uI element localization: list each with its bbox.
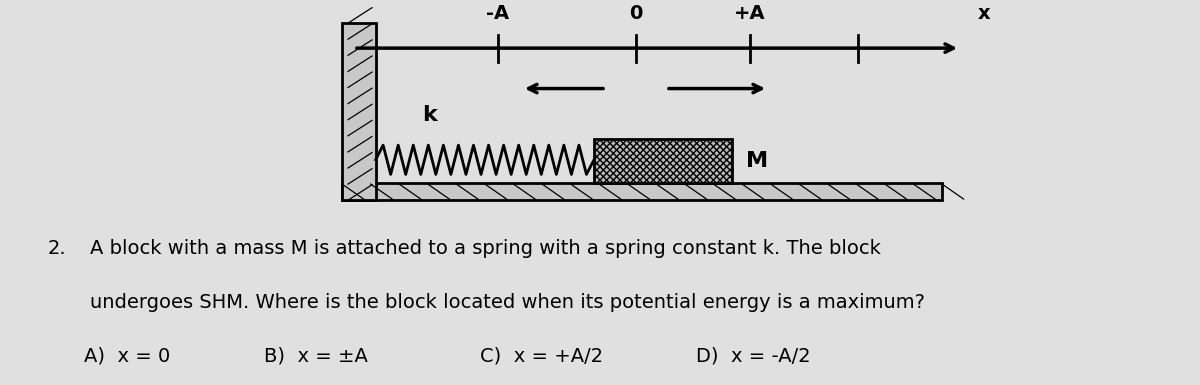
Text: k: k: [422, 105, 437, 125]
Text: +A: +A: [734, 4, 766, 23]
Text: A block with a mass M is attached to a spring with a spring constant k. The bloc: A block with a mass M is attached to a s…: [90, 239, 881, 258]
Text: D)  x = -A/2: D) x = -A/2: [696, 346, 811, 365]
Text: -A: -A: [486, 4, 510, 23]
Bar: [342, 23, 376, 200]
Text: B)  x = ±A: B) x = ±A: [264, 346, 368, 365]
Text: 0: 0: [629, 4, 643, 23]
Text: C)  x = +A/2: C) x = +A/2: [480, 346, 604, 365]
Text: x: x: [978, 4, 991, 23]
Text: 2.: 2.: [48, 239, 67, 258]
Text: M: M: [746, 151, 768, 171]
Bar: [342, 183, 942, 200]
Text: A)  x = 0: A) x = 0: [84, 346, 170, 365]
Text: undergoes SHM. Where is the block located when its potential energy is a maximum: undergoes SHM. Where is the block locate…: [90, 293, 925, 311]
Bar: [594, 139, 732, 183]
